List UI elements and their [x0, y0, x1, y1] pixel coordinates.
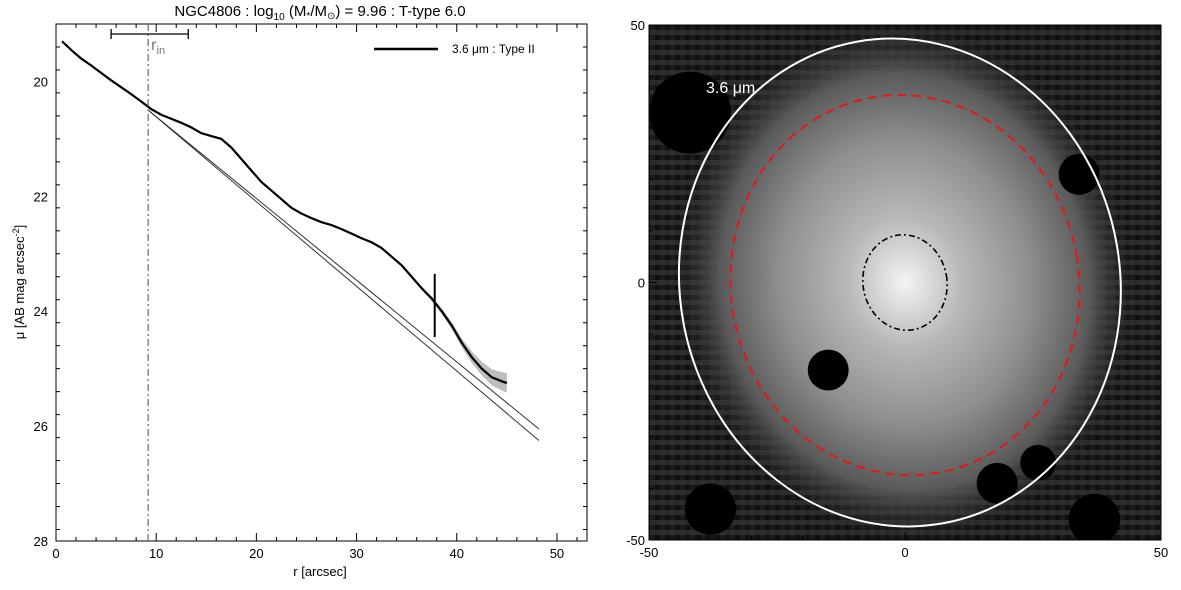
image-x-tick-label: 0 [901, 545, 908, 560]
y-tick-label: 20 [34, 74, 48, 89]
ellipse-outer [677, 37, 1122, 528]
chart-title: NGC4806 : log10 (M*/M⊙) = 9.96 : T-type … [174, 3, 465, 23]
star-masks [649, 71, 1121, 540]
y-tick-label: 24 [34, 304, 48, 319]
y-tick-label: 28 [34, 534, 48, 549]
image-x-tick-label: -50 [640, 545, 659, 560]
x-tick-label: 30 [349, 546, 363, 561]
galaxy-image-panel: 3.6 μm -50 0 50 50 0 -50 [626, 18, 1168, 560]
legend: 3.6 μm : Type II [374, 42, 535, 56]
star-mask [976, 462, 1018, 504]
star-mask [684, 483, 737, 535]
fit-line [147, 109, 540, 430]
x-tick-label: 10 [149, 546, 163, 561]
image-y-tick-label: 0 [638, 276, 645, 291]
profile-chart: NGC4806 : log10 (M*/M⊙) = 9.96 : T-type … [11, 3, 588, 579]
x-tick-label: 0 [52, 546, 59, 561]
plot-frame [55, 23, 588, 542]
isophote-ellipses [677, 37, 1122, 528]
right-axis-ticks: -50 0 50 50 0 -50 [626, 18, 1168, 560]
image-y-tick-label: -50 [626, 533, 645, 548]
star-mask [1068, 493, 1121, 540]
x-tick-label: 50 [550, 546, 564, 561]
galaxy-glow [674, 25, 1136, 540]
left-axis-ticks: 0 10 20 30 40 50 20 22 24 26 28 [34, 23, 587, 561]
x-axis-label: r [arcsec] [293, 564, 346, 579]
x-tick-label: 20 [249, 546, 263, 561]
y-tick-label: 26 [34, 419, 48, 434]
y-tick-label: 22 [34, 189, 48, 204]
image-y-tick-label: 50 [631, 18, 645, 33]
ellipse-rin [862, 233, 948, 332]
star-mask [649, 71, 731, 154]
x-tick-label: 40 [450, 546, 464, 561]
galaxy-image [649, 25, 1161, 540]
band-label: 3.6 μm [706, 80, 755, 97]
legend-label: 3.6 μm : Type II [452, 42, 535, 56]
y-axis-label: μ [AB mag arcsec-2] [11, 225, 27, 340]
ellipse-break [729, 94, 1081, 477]
image-x-tick-label: 50 [1154, 545, 1168, 560]
star-mask [807, 349, 849, 391]
fit-line [147, 109, 540, 441]
star-mask [1020, 444, 1057, 481]
rin-label: rin [151, 37, 165, 57]
left-plot-area: rin [61, 24, 540, 541]
profile-line [61, 40, 508, 385]
